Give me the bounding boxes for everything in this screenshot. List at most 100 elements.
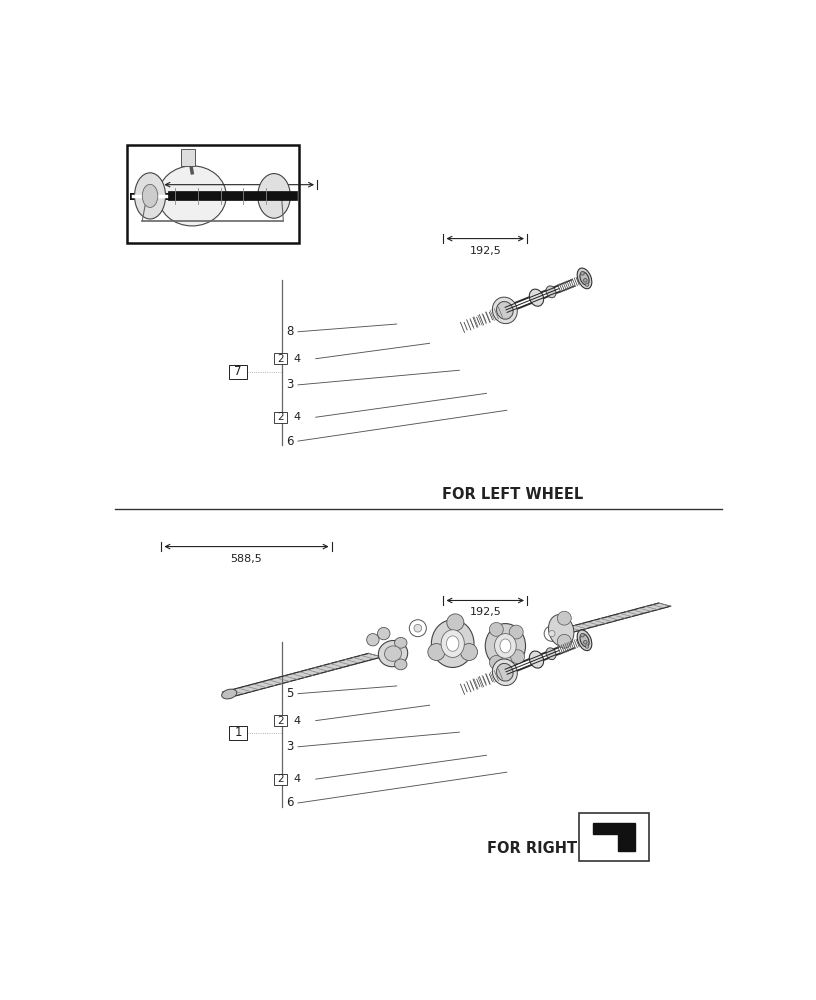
Ellipse shape: [580, 272, 589, 285]
Ellipse shape: [486, 624, 526, 668]
Circle shape: [509, 625, 523, 639]
Text: 2: 2: [277, 412, 284, 422]
Circle shape: [490, 622, 503, 636]
Bar: [126, 145, 299, 243]
Circle shape: [557, 611, 571, 625]
Text: 4: 4: [293, 774, 300, 784]
Ellipse shape: [222, 689, 237, 699]
Circle shape: [366, 995, 379, 1000]
Text: 6: 6: [286, 796, 294, 809]
Bar: [181, 149, 195, 166]
Circle shape: [557, 634, 571, 648]
Circle shape: [378, 989, 390, 1000]
Circle shape: [557, 973, 571, 987]
Ellipse shape: [432, 982, 474, 1000]
Circle shape: [557, 996, 571, 1000]
Text: 8: 8: [286, 325, 294, 338]
Text: 2: 2: [277, 716, 284, 726]
Circle shape: [378, 627, 390, 640]
Text: 192,5: 192,5: [469, 607, 501, 617]
Ellipse shape: [494, 634, 517, 658]
Ellipse shape: [548, 976, 574, 1000]
Circle shape: [583, 641, 587, 644]
Polygon shape: [561, 603, 671, 632]
Ellipse shape: [494, 995, 517, 1000]
Text: 3: 3: [286, 740, 294, 753]
Circle shape: [583, 279, 587, 282]
Ellipse shape: [142, 184, 157, 207]
Circle shape: [583, 641, 587, 644]
Circle shape: [511, 650, 525, 664]
Ellipse shape: [546, 286, 556, 298]
Ellipse shape: [492, 297, 517, 324]
Circle shape: [410, 982, 426, 999]
Circle shape: [581, 272, 584, 275]
Text: FOR RIGHT WHEEL: FOR RIGHT WHEEL: [487, 841, 640, 856]
Ellipse shape: [530, 289, 543, 306]
Circle shape: [414, 624, 422, 632]
Ellipse shape: [497, 302, 513, 319]
Ellipse shape: [446, 636, 459, 651]
Text: 4: 4: [293, 354, 300, 364]
Ellipse shape: [486, 985, 526, 1000]
Circle shape: [544, 988, 560, 1000]
Circle shape: [428, 644, 445, 660]
Circle shape: [447, 614, 463, 631]
Bar: [274, 412, 287, 423]
Text: 7: 7: [234, 365, 242, 378]
Circle shape: [366, 634, 379, 646]
Ellipse shape: [441, 630, 464, 657]
Ellipse shape: [384, 646, 401, 661]
Ellipse shape: [432, 620, 474, 667]
Polygon shape: [561, 965, 671, 994]
Circle shape: [447, 976, 463, 993]
Ellipse shape: [548, 615, 574, 646]
Ellipse shape: [492, 659, 517, 686]
Ellipse shape: [258, 174, 290, 218]
Circle shape: [544, 626, 560, 641]
Ellipse shape: [530, 651, 543, 668]
Ellipse shape: [497, 663, 513, 681]
Ellipse shape: [580, 634, 589, 647]
Ellipse shape: [395, 659, 407, 670]
Ellipse shape: [546, 648, 556, 660]
Text: 5: 5: [286, 687, 294, 700]
Text: 1: 1: [234, 726, 242, 739]
Polygon shape: [223, 653, 382, 696]
Text: FOR LEFT WHEEL: FOR LEFT WHEEL: [442, 487, 583, 502]
Text: 2: 2: [277, 354, 284, 364]
Bar: [274, 353, 287, 364]
Circle shape: [583, 279, 587, 282]
Text: 588,5: 588,5: [231, 554, 263, 564]
Ellipse shape: [158, 166, 226, 226]
Text: 4: 4: [293, 716, 300, 726]
Circle shape: [414, 986, 422, 994]
Text: 4: 4: [293, 412, 300, 422]
Ellipse shape: [577, 268, 592, 289]
Text: 2: 2: [277, 774, 284, 784]
Bar: [228, 365, 247, 379]
Circle shape: [509, 987, 523, 1000]
Bar: [579, 813, 649, 861]
Text: 192,5: 192,5: [469, 246, 501, 256]
Text: 534,5: 534,5: [224, 192, 255, 202]
Ellipse shape: [441, 992, 464, 1000]
Ellipse shape: [577, 630, 592, 651]
Circle shape: [585, 645, 589, 648]
Circle shape: [585, 283, 589, 286]
Circle shape: [490, 655, 503, 669]
Circle shape: [581, 634, 584, 637]
Circle shape: [410, 620, 426, 637]
Ellipse shape: [500, 639, 511, 653]
Circle shape: [490, 984, 503, 998]
Ellipse shape: [379, 640, 408, 667]
Ellipse shape: [135, 173, 166, 219]
Ellipse shape: [395, 637, 407, 648]
Bar: [274, 715, 287, 726]
Circle shape: [549, 992, 555, 999]
Circle shape: [460, 644, 477, 660]
Polygon shape: [593, 823, 635, 851]
Ellipse shape: [446, 998, 459, 1000]
Circle shape: [581, 634, 584, 637]
Circle shape: [581, 272, 584, 275]
